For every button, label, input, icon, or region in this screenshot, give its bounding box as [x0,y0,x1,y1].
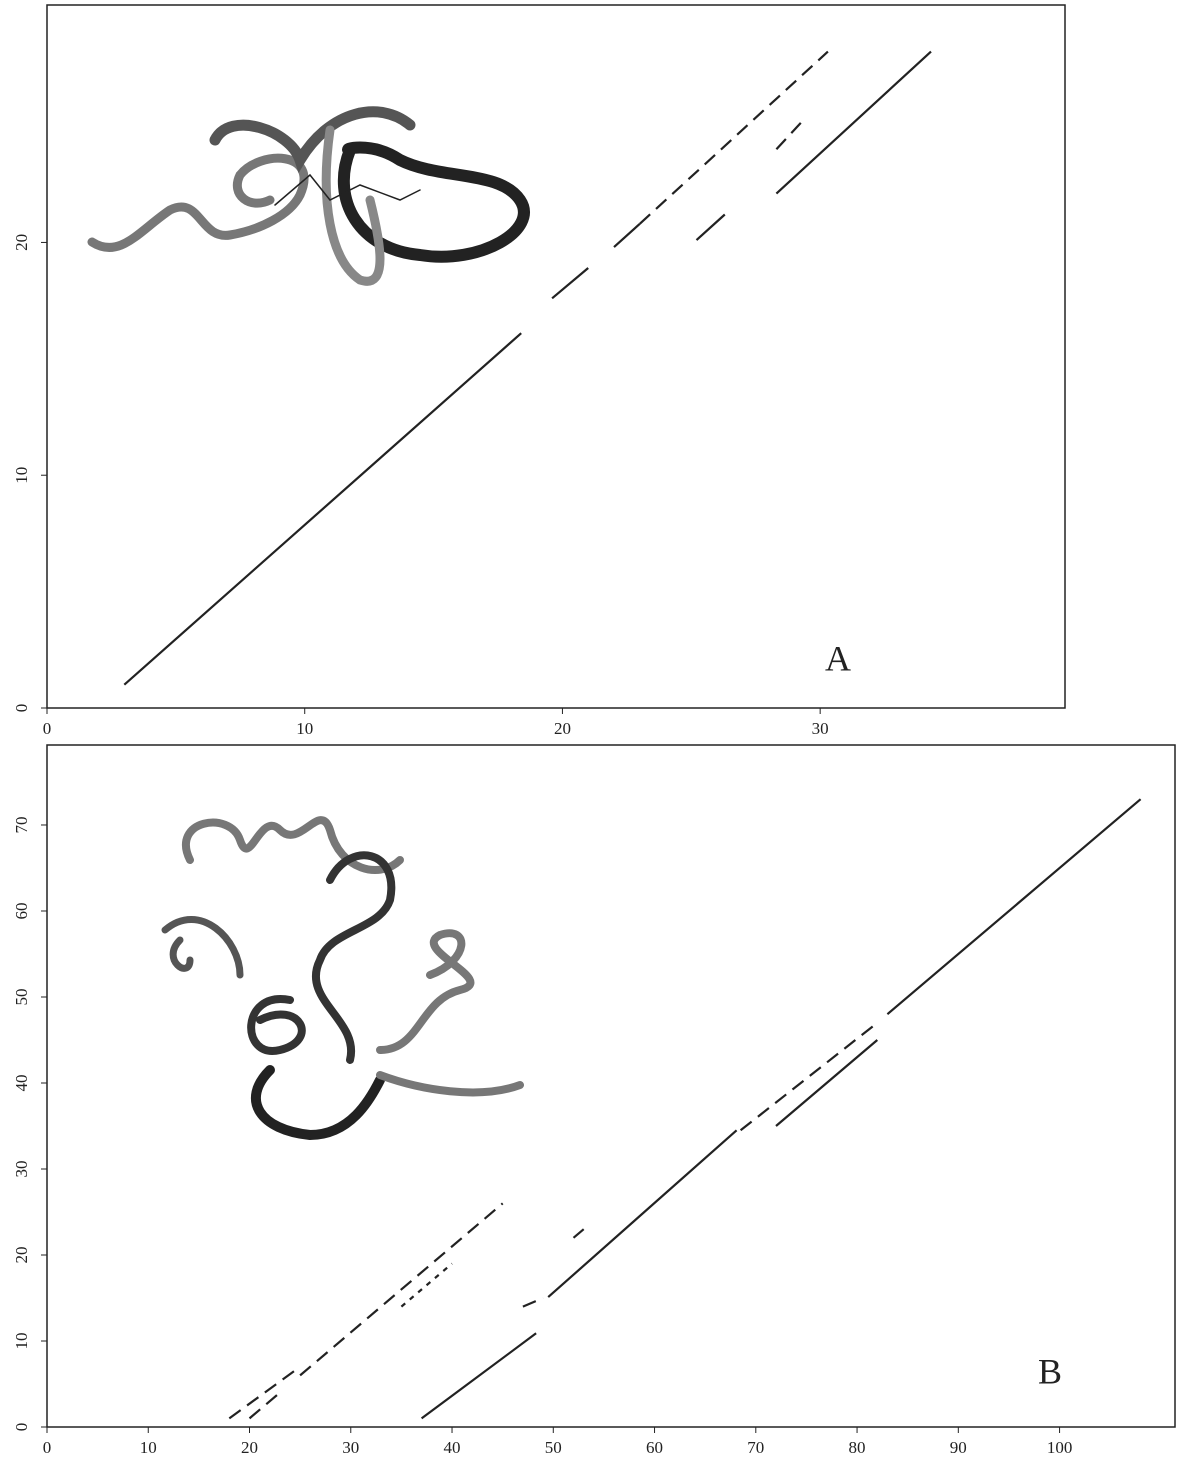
x-tick-label: 40 [444,1438,461,1457]
x-tick-label: 70 [747,1438,764,1457]
y-tick-label: 60 [12,902,31,919]
y-tick-label: 30 [12,1160,31,1177]
y-tick-label: 40 [12,1074,31,1091]
panel-label: B [1038,1351,1062,1391]
series-line [640,52,828,224]
y-tick-label: 20 [12,1246,31,1263]
x-tick-label: 0 [43,719,52,738]
protein-ribbon-a [92,112,524,281]
y-tick-label: 20 [12,234,31,251]
x-tick-label: 10 [140,1438,157,1457]
x-tick-label: 30 [812,719,829,738]
y-tick-label: 50 [12,988,31,1005]
x-tick-label: 80 [849,1438,866,1457]
panel-label: A [825,638,851,678]
y-tick-label: 70 [12,816,31,833]
series-line [124,52,931,685]
x-tick-label: 30 [342,1438,359,1457]
figure: 0 10 20 30 0 10 20 A 0 10 20 30 40 50 60 70 80 90 100 0 10 20… [0,0,1181,1468]
plot-frame [47,5,1065,708]
protein-ribbon-b [165,820,520,1135]
x-tick-label: 90 [950,1438,967,1457]
series-line [401,1264,452,1307]
series-line [229,1023,877,1419]
x-tick-label: 50 [545,1438,562,1457]
series-line [422,799,1141,1418]
y-tick-label: 10 [12,1332,31,1349]
x-tick-label: 10 [296,719,313,738]
x-tick-label: 60 [646,1438,663,1457]
y-tick-label: 10 [12,467,31,484]
x-tick-label: 20 [554,719,571,738]
y-tick-label: 0 [12,1423,31,1432]
plot-frame [47,745,1175,1427]
x-tick-label: 100 [1047,1438,1073,1457]
x-tick-label: 0 [43,1438,52,1457]
x-tick-label: 20 [241,1438,258,1457]
y-tick-label: 0 [12,704,31,713]
